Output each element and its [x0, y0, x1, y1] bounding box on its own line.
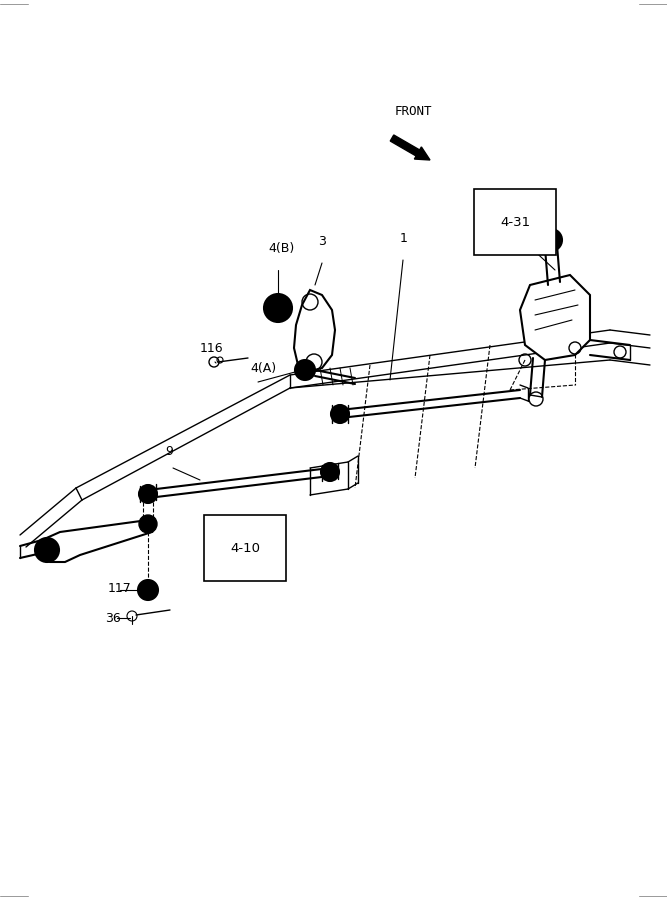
Circle shape	[139, 515, 157, 533]
Polygon shape	[294, 290, 335, 372]
Circle shape	[264, 294, 292, 322]
Text: 3: 3	[318, 235, 326, 248]
Text: 9: 9	[165, 445, 173, 458]
Polygon shape	[38, 520, 152, 562]
Text: 4-31: 4-31	[500, 215, 530, 229]
Text: 4(A): 4(A)	[250, 362, 276, 375]
Circle shape	[138, 580, 158, 600]
Circle shape	[540, 229, 562, 251]
Text: 117: 117	[108, 581, 132, 595]
Circle shape	[331, 405, 349, 423]
Text: FRONT: FRONT	[395, 105, 432, 118]
Text: 1: 1	[400, 232, 408, 245]
Circle shape	[35, 538, 59, 562]
Text: 116: 116	[200, 342, 223, 355]
Circle shape	[546, 235, 556, 245]
Circle shape	[139, 485, 157, 503]
Circle shape	[321, 463, 339, 481]
Polygon shape	[520, 275, 590, 360]
Text: 4-10: 4-10	[230, 542, 260, 554]
Text: 36: 36	[105, 611, 121, 625]
Text: 4(B): 4(B)	[268, 242, 294, 255]
FancyArrow shape	[390, 135, 430, 160]
Circle shape	[295, 360, 315, 380]
